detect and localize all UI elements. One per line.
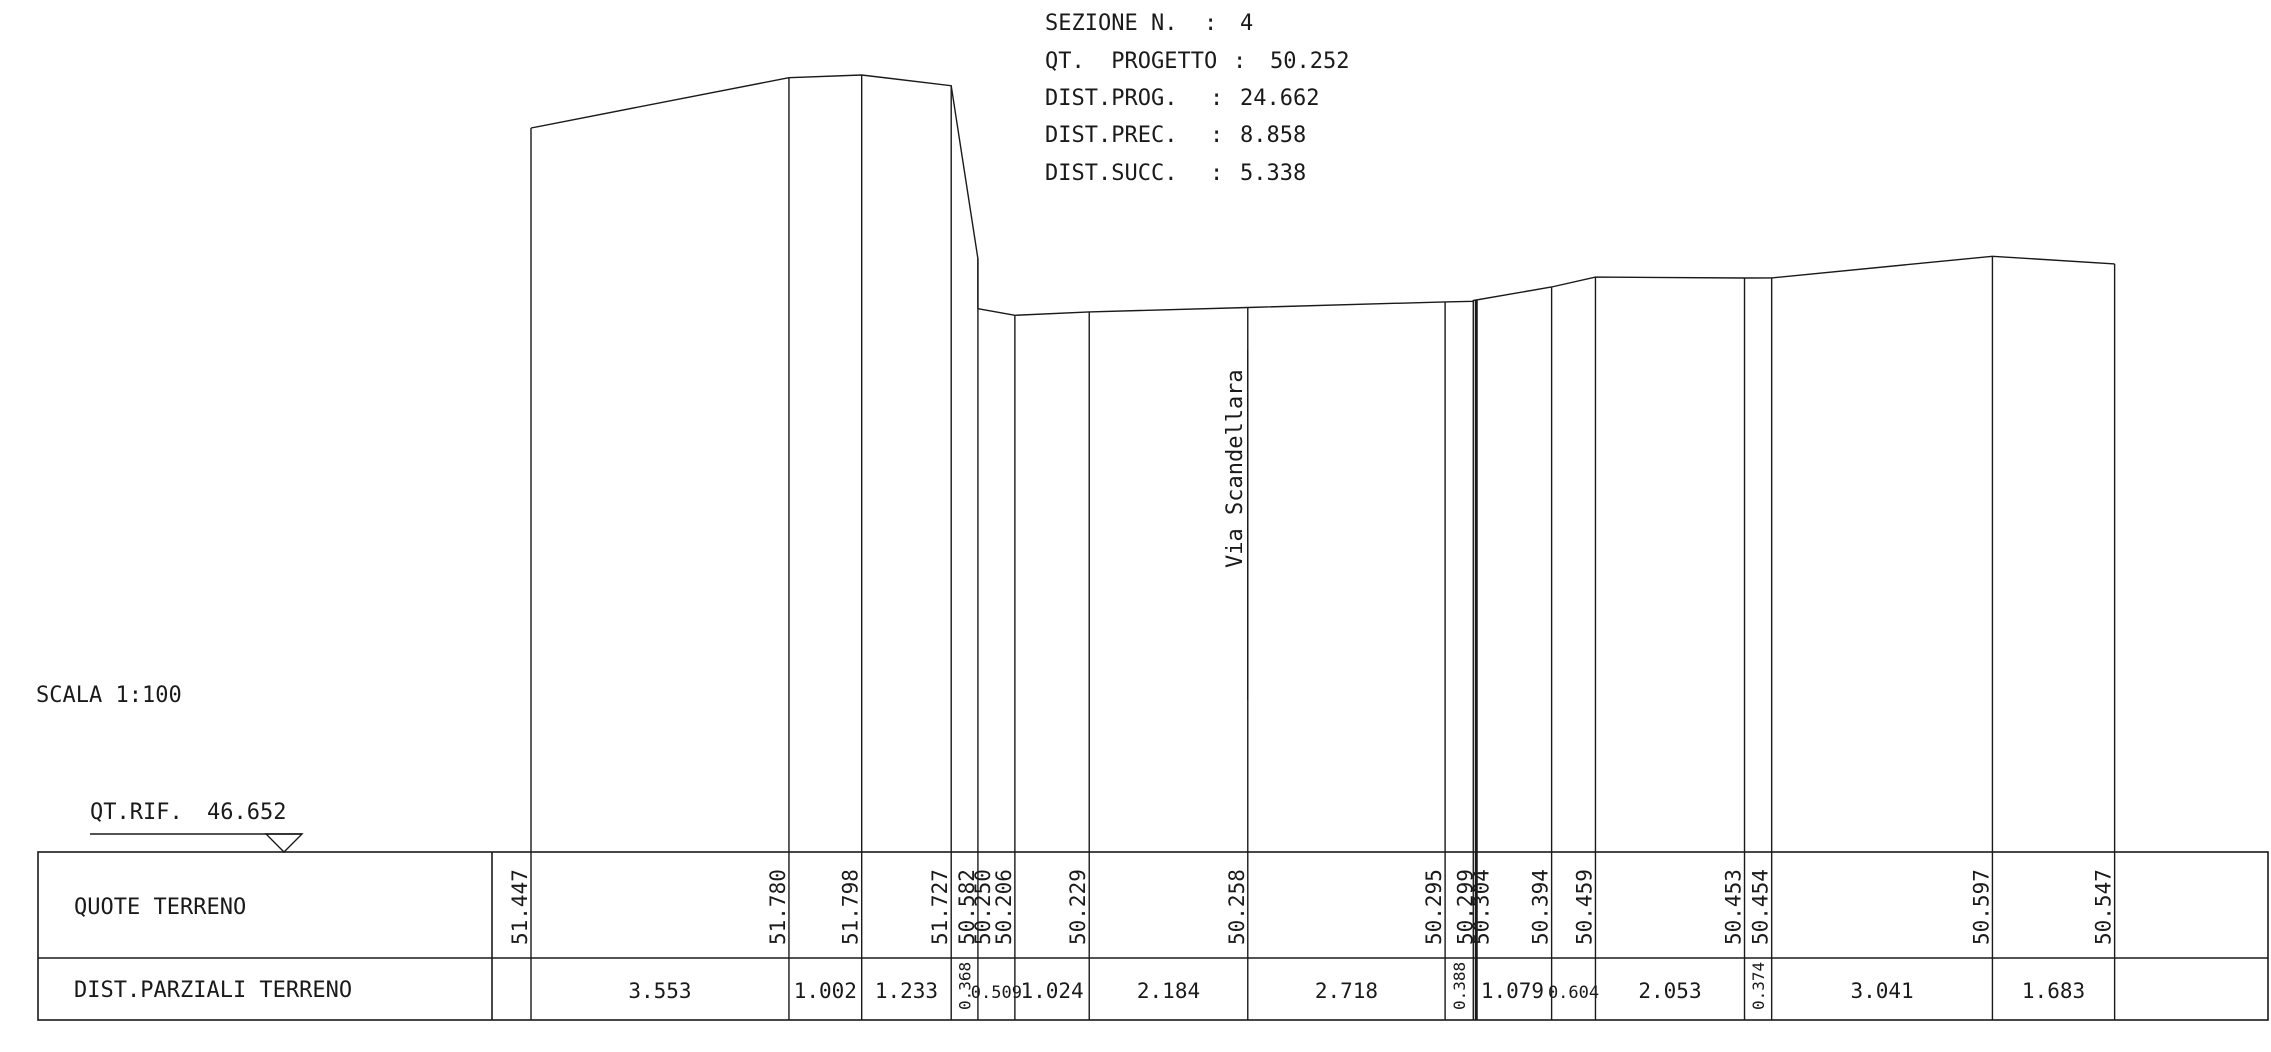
elevation-label: 50.454 bbox=[1749, 869, 1773, 945]
header-value-previous-distance: 8.858 bbox=[1240, 123, 1306, 148]
elevation-label: 50.547 bbox=[2092, 869, 2116, 945]
row-label-elevations: QUOTE TERRENO bbox=[74, 895, 246, 920]
partial-distance-label: 0.388 bbox=[1450, 962, 1469, 1010]
header-colon: : bbox=[1210, 123, 1223, 148]
elevation-label: 51.727 bbox=[928, 869, 952, 945]
elevation-label: 50.250 bbox=[971, 869, 995, 945]
station-verticals bbox=[530, 74, 2116, 1020]
elevation-label: 50.597 bbox=[1969, 869, 1993, 945]
partial-distance-label: 0.604 bbox=[1548, 983, 1599, 1003]
partial-distance-label: 0.368 bbox=[956, 962, 975, 1010]
header-label-progressive-distance: DIST.PROG. bbox=[1045, 86, 1177, 111]
partial-distance-label: 0.374 bbox=[1749, 962, 1768, 1010]
partial-distance-label: 2.184 bbox=[1137, 979, 1200, 1003]
elevation-label: 50.304 bbox=[1469, 869, 1493, 945]
partial-distance-label: 3.553 bbox=[628, 979, 691, 1003]
header-value-section: 4 bbox=[1240, 11, 1253, 36]
partial-distance-label: 2.718 bbox=[1315, 979, 1378, 1003]
header-value-next-distance: 5.338 bbox=[1240, 161, 1306, 186]
header-value-progressive-distance: 24.662 bbox=[1240, 86, 1319, 111]
header-colon: : bbox=[1233, 49, 1246, 74]
elevation-label: 50.459 bbox=[1572, 869, 1596, 945]
header-colon: : bbox=[1210, 161, 1223, 186]
elevation-label: 50.394 bbox=[1529, 869, 1553, 945]
partial-distance-label: 0.509 bbox=[971, 983, 1022, 1003]
elevation-label: 50.258 bbox=[1225, 869, 1249, 945]
data-table: QUOTE TERRENO DIST.PARZIALI TERRENO bbox=[37, 851, 2269, 1021]
row-label-partial-distances: DIST.PARZIALI TERRENO bbox=[74, 978, 352, 1003]
header-colon: : bbox=[1210, 86, 1223, 111]
partial-distance-label: 1.233 bbox=[875, 979, 938, 1003]
road-axis-label: Via Scandellara bbox=[1223, 369, 1248, 568]
header-colon: : bbox=[1204, 11, 1217, 36]
section-header: SEZIONE N. : 4 QT. PROGETTO : 50.252 DIS… bbox=[1045, 11, 1349, 186]
elevation-label: 50.453 bbox=[1722, 869, 1746, 945]
header-value-project-elevation: 50.252 bbox=[1270, 49, 1349, 74]
reference-elevation-value: 46.652 bbox=[207, 800, 286, 825]
elevation-label: 51.798 bbox=[839, 869, 863, 945]
partial-distance-label: 3.041 bbox=[1850, 979, 1913, 1003]
elevation-label: 50.295 bbox=[1422, 869, 1446, 945]
partial-distance-label: 1.079 bbox=[1481, 979, 1544, 1003]
partial-distance-label: 1.002 bbox=[794, 979, 857, 1003]
elevation-label: 50.206 bbox=[992, 869, 1016, 945]
scale-label: SCALA 1:100 bbox=[36, 683, 182, 708]
header-label-project-elevation: QT. PROGETTO bbox=[1045, 49, 1217, 74]
partial-distance-label: 1.024 bbox=[1020, 979, 1083, 1003]
elevation-label: 50.299 bbox=[1453, 869, 1477, 945]
reference-elevation-label: QT.RIF. bbox=[90, 800, 183, 825]
reference-triangle-icon bbox=[264, 833, 304, 853]
elevation-label: 51.780 bbox=[766, 869, 790, 945]
table-border bbox=[37, 851, 2269, 1021]
elevation-label: 51.447 bbox=[508, 869, 532, 945]
header-label-next-distance: DIST.SUCC. bbox=[1045, 161, 1177, 186]
elevation-label: 50.229 bbox=[1066, 869, 1090, 945]
ground-profile-line bbox=[530, 74, 2115, 317]
header-label-previous-distance: DIST.PREC. bbox=[1045, 123, 1177, 148]
header-label-section: SEZIONE N. bbox=[1045, 11, 1177, 36]
ground-profile bbox=[530, 74, 2115, 317]
partial-distance-label: 1.683 bbox=[2022, 979, 2085, 1003]
partial-distance-label: 2.053 bbox=[1638, 979, 1701, 1003]
elevation-label: 50.582 bbox=[955, 869, 979, 945]
elevation-labels: 51.447 51.780 51.798 51.727 50.58250.25050.2… bbox=[508, 869, 2116, 945]
